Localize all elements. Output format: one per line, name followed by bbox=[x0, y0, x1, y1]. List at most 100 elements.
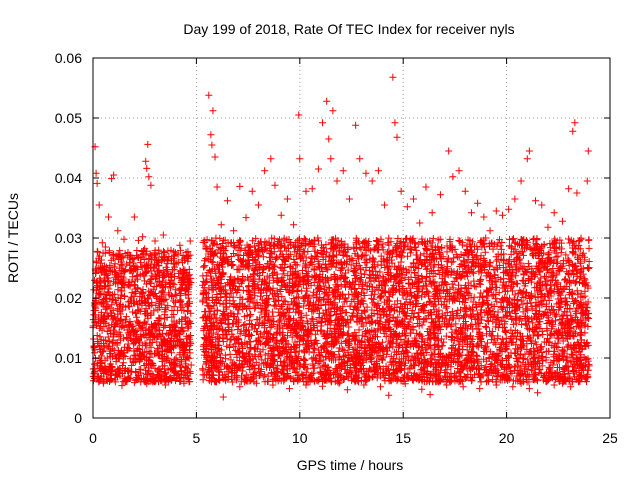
data-point bbox=[143, 334, 151, 342]
data-point bbox=[112, 299, 120, 307]
data-point bbox=[103, 309, 111, 317]
data-point bbox=[103, 341, 111, 349]
data-point bbox=[170, 297, 178, 305]
data-point bbox=[176, 363, 184, 371]
data-point bbox=[144, 356, 152, 364]
data-point bbox=[177, 267, 185, 275]
data-point bbox=[105, 321, 113, 329]
data-point bbox=[137, 263, 145, 271]
data-point bbox=[176, 327, 184, 335]
data-point bbox=[132, 309, 140, 317]
data-point bbox=[96, 322, 104, 330]
data-point bbox=[121, 250, 129, 258]
data-point bbox=[100, 290, 108, 298]
data-point bbox=[170, 265, 178, 273]
data-point bbox=[170, 359, 178, 367]
data-point bbox=[139, 286, 147, 294]
data-point bbox=[143, 341, 151, 349]
data-point bbox=[111, 273, 119, 281]
data-point bbox=[159, 247, 167, 255]
data-point bbox=[113, 351, 121, 359]
data-point bbox=[161, 308, 169, 316]
data-point bbox=[127, 266, 135, 274]
data-point bbox=[118, 279, 126, 287]
data-point bbox=[120, 334, 128, 342]
data-point bbox=[101, 277, 109, 285]
data-point bbox=[114, 354, 122, 362]
data-point bbox=[116, 331, 124, 339]
data-point bbox=[178, 301, 186, 309]
data-point bbox=[158, 330, 166, 338]
data-point bbox=[93, 247, 101, 255]
data-point bbox=[123, 260, 131, 268]
data-point bbox=[114, 286, 122, 294]
data-point bbox=[166, 326, 174, 334]
data-point bbox=[129, 327, 137, 335]
data-point bbox=[148, 272, 156, 280]
data-point bbox=[150, 282, 158, 290]
data-point bbox=[134, 345, 142, 353]
data-point bbox=[166, 323, 174, 331]
data-point bbox=[153, 325, 161, 333]
data-point bbox=[162, 304, 170, 312]
data-point bbox=[186, 278, 194, 286]
data-point bbox=[176, 246, 184, 254]
data-point bbox=[156, 298, 164, 306]
data-points bbox=[89, 73, 593, 401]
data-point bbox=[155, 321, 163, 329]
data-point bbox=[120, 275, 128, 283]
data-point bbox=[182, 286, 190, 294]
data-point bbox=[114, 304, 122, 312]
data-point bbox=[163, 329, 171, 337]
data-point bbox=[133, 272, 141, 280]
data-point bbox=[134, 271, 142, 279]
data-point bbox=[164, 338, 172, 346]
data-point bbox=[162, 375, 170, 383]
data-point bbox=[150, 264, 158, 272]
data-point bbox=[97, 358, 105, 366]
data-point bbox=[154, 332, 162, 340]
data-point bbox=[118, 306, 126, 314]
data-point bbox=[133, 313, 141, 321]
data-point bbox=[160, 248, 168, 256]
data-point bbox=[141, 299, 149, 307]
data-point bbox=[184, 257, 192, 265]
data-point bbox=[125, 303, 133, 311]
data-point bbox=[119, 302, 127, 310]
chart-title: Day 199 of 2018, Rate Of TEC Index for r… bbox=[183, 21, 514, 37]
data-point bbox=[187, 361, 195, 369]
data-point bbox=[145, 255, 153, 263]
data-point bbox=[145, 367, 153, 375]
data-point bbox=[106, 353, 114, 361]
data-point bbox=[164, 247, 172, 255]
data-point bbox=[167, 364, 175, 372]
data-point bbox=[128, 289, 136, 297]
data-point bbox=[147, 330, 155, 338]
data-point bbox=[104, 288, 112, 296]
data-point bbox=[133, 246, 141, 254]
data-point bbox=[171, 290, 179, 298]
data-point bbox=[96, 376, 104, 384]
data-point bbox=[96, 357, 104, 365]
data-point bbox=[105, 288, 113, 296]
data-point bbox=[151, 350, 159, 358]
data-point bbox=[171, 322, 179, 330]
data-point bbox=[96, 252, 104, 260]
data-point bbox=[142, 327, 150, 335]
data-point bbox=[135, 306, 143, 314]
data-point bbox=[115, 264, 123, 272]
data-point bbox=[186, 368, 194, 376]
data-point bbox=[126, 258, 134, 266]
data-point bbox=[111, 260, 119, 268]
data-point bbox=[170, 317, 178, 325]
data-point bbox=[155, 351, 163, 359]
data-point bbox=[159, 340, 167, 348]
data-point bbox=[178, 256, 186, 264]
data-point bbox=[142, 268, 150, 276]
data-point bbox=[108, 296, 116, 304]
data-point bbox=[131, 358, 139, 366]
data-point bbox=[115, 332, 123, 340]
data-point bbox=[119, 280, 127, 288]
